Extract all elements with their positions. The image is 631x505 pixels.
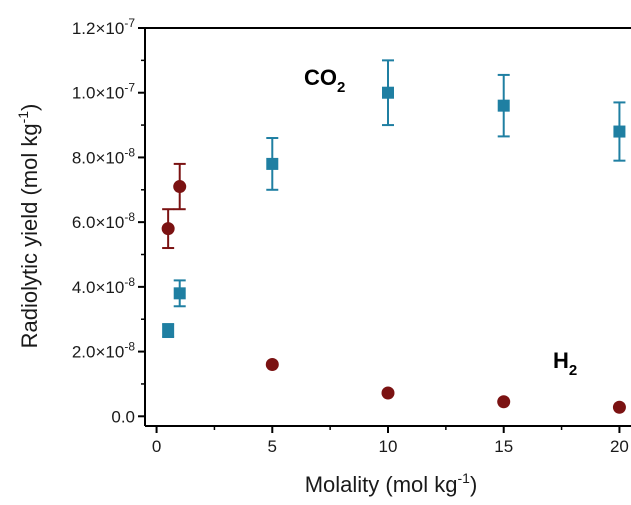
y-tick-label: 1.0×10-7: [72, 81, 135, 103]
x-tick-label: 15: [494, 437, 513, 456]
x-tick-label: 0: [152, 437, 161, 456]
y-axis: 0.0 2.0×10-8 4.0×10-8 6.0×10-8 8.0×10-8 1.0×1…: [72, 16, 145, 426]
data-point: [265, 358, 279, 372]
data-point: [381, 386, 395, 400]
y-tick-label: 0.0: [111, 407, 135, 426]
y-tick-label: 1.2×10-7: [72, 16, 135, 38]
series-group: [161, 59, 626, 414]
y-tick-label: 2.0×10-8: [72, 340, 135, 362]
series-label-co2: CO2: [304, 65, 345, 96]
data-point: [497, 395, 511, 409]
data-point: [497, 99, 510, 112]
y-tick-label: 8.0×10-8: [72, 145, 135, 167]
x-tick-label: 20: [610, 437, 629, 456]
series-label-h2: H2: [553, 348, 577, 379]
data-point: [382, 86, 394, 99]
x-axis-title: Molality (mol kg-1): [305, 470, 478, 497]
y-tick-label: 4.0×10-8: [72, 275, 135, 297]
y-tick-label: 6.0×10-8: [72, 210, 135, 232]
series-h2: [161, 162, 626, 414]
x-tick-label: 10: [379, 437, 398, 456]
data-point: [613, 125, 626, 138]
data-point: [161, 222, 175, 236]
data-point: [266, 157, 279, 170]
y-axis-title: Radiolytic yield (mol kg-1): [15, 104, 42, 349]
x-axis: 0 5 10 15 20: [152, 426, 629, 456]
data-point: [173, 287, 186, 300]
data-point: [612, 400, 626, 414]
x-tick-label: 5: [268, 437, 277, 456]
data-point: [162, 324, 175, 337]
series-co2: [162, 59, 626, 339]
data-point: [173, 180, 187, 194]
